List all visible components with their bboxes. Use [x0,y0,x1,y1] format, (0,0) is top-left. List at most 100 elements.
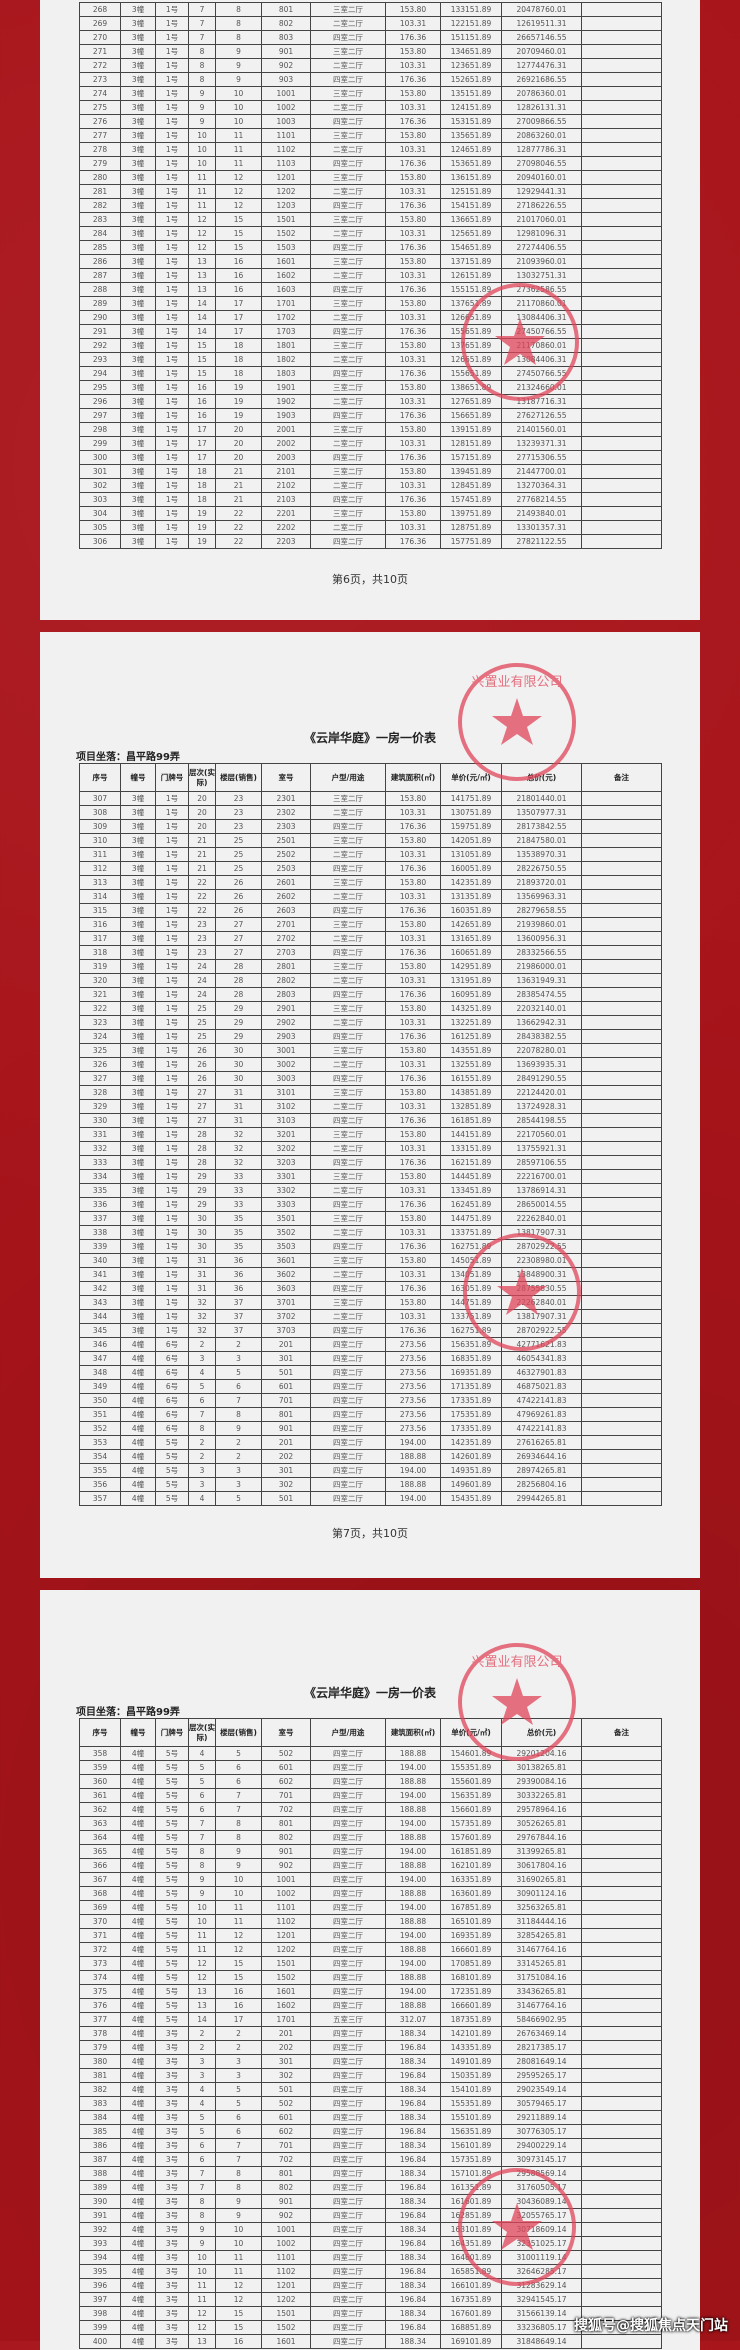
cell-remark [581,2292,662,2307]
cell-unit-price: 162101.89 [440,1858,502,1873]
cell-floor-sales: 36 [215,1281,262,1296]
cell-unit-price: 132251.89 [440,1015,502,1030]
cell-room: 2601 [261,875,311,890]
cell-remark [581,1746,662,1761]
cell-layout: 三室二厅 [310,254,386,269]
cell-unit-price: 161251.89 [440,1029,502,1044]
cell-layout: 四室二厅 [310,1928,386,1943]
cell-door: 1号 [155,1309,189,1324]
cell-floor-sales: 10 [215,2236,262,2251]
cell-floor-actual: 14 [188,296,216,311]
cell-door: 1号 [155,380,189,395]
cell-floor-sales: 27 [215,917,262,932]
cell-seq: 365 [79,1844,121,1859]
cell-layout: 四室二厅 [310,1407,386,1422]
cell-floor-actual: 3 [188,1463,216,1478]
cell-floor-sales: 11 [215,1914,262,1929]
cell-unit-price: 162151.89 [440,1155,502,1170]
cell-unit-price: 145051.89 [440,1253,502,1268]
cell-floor-actual: 11 [188,2292,216,2307]
column-header-layout: 户型/用途 [310,763,386,792]
cell-area: 176.36 [385,534,441,549]
cell-door: 6号 [155,1365,189,1380]
cell-total-price: 22032140.01 [501,1001,582,1016]
cell-seq: 307 [79,791,121,806]
table-row: 354 4幢 5号 2 2 202 四室二厅 188.88 142601.89 26934644.… [79,1449,662,1464]
cell-remark [581,394,662,409]
cell-area: 176.36 [385,1281,441,1296]
cell-remark [581,1211,662,1226]
cell-floor-actual: 9 [188,1872,216,1887]
column-header-remark: 备注 [581,1718,662,1747]
cell-seq: 369 [79,1900,121,1915]
cell-seq: 362 [79,1802,121,1817]
cell-area: 188.88 [385,1970,441,1985]
cell-layout: 四室二厅 [310,1774,386,1789]
cell-door: 1号 [155,959,189,974]
cell-seq: 373 [79,1956,121,1971]
cell-door: 3号 [155,2320,189,2335]
table-row: 357 4幢 5号 4 5 501 四室二厅 194.00 154351.89 29944265.… [79,1491,662,1506]
cell-seq: 381 [79,2068,121,2083]
cell-layout: 四室二厅 [310,1858,386,1873]
cell-layout: 二室二厅 [310,1225,386,1240]
cell-floor-sales: 32 [215,1155,262,1170]
table-row: 373 4幢 5号 12 15 1501 四室二厅 194.00 170851.89 331452… [79,1956,662,1971]
cell-seq: 368 [79,1886,121,1901]
cell-total-price: 13631949.31 [501,973,582,988]
cell-remark [581,226,662,241]
table-row: 387 4幢 3号 6 7 702 四室二厅 196.84 157351.89 30973145.… [79,2152,662,2167]
cell-unit-price: 161551.89 [440,1071,502,1086]
cell-area: 188.88 [385,1942,441,1957]
cell-door: 1号 [155,833,189,848]
cell-area: 153.80 [385,86,441,101]
cell-floor-sales: 22 [215,534,262,549]
cell-door: 5号 [155,1914,189,1929]
cell-building: 4幢 [120,1774,156,1789]
cell-floor-actual: 18 [188,492,216,507]
cell-floor-actual: 31 [188,1267,216,1282]
cell-room: 2903 [261,1029,311,1044]
cell-floor-actual: 8 [188,44,216,59]
cell-seq: 314 [79,889,121,904]
cell-seq: 322 [79,1001,121,1016]
cell-area: 153.80 [385,44,441,59]
cell-seq: 286 [79,254,121,269]
column-header-seq: 序号 [79,1718,121,1747]
cell-floor-actual: 2 [188,1337,216,1352]
cell-area: 103.31 [385,268,441,283]
cell-floor-sales: 21 [215,478,262,493]
table-row: 371 4幢 5号 11 12 1201 四室二厅 194.00 169351.89 328542… [79,1928,662,1943]
cell-unit-price: 132551.89 [440,1057,502,1072]
cell-room: 701 [261,1788,311,1803]
cell-floor-actual: 28 [188,1141,216,1156]
cell-area: 153.80 [385,1295,441,1310]
cell-layout: 四室二厅 [310,945,386,960]
cell-layout: 二室二厅 [310,352,386,367]
cell-building: 4幢 [120,2264,156,2279]
table-row: 362 4幢 5号 6 7 702 四室二厅 188.88 156601.89 29578964.… [79,1802,662,1817]
cell-seq: 318 [79,945,121,960]
cell-building: 4幢 [120,1491,156,1506]
cell-room: 901 [261,1421,311,1436]
cell-door: 5号 [155,1956,189,1971]
cell-total-price: 29767844.16 [501,1830,582,1845]
cell-door: 5号 [155,1942,189,1957]
cell-remark [581,2152,662,2167]
cell-floor-sales: 33 [215,1183,262,1198]
cell-area: 196.84 [385,2096,441,2111]
cell-building: 4幢 [120,2236,156,2251]
cell-layout: 四室二厅 [310,2264,386,2279]
table-row: 323 3幢 1号 25 29 2902 二室二厅 103.31 132251.89 136629… [79,1015,662,1030]
cell-floor-actual: 21 [188,847,216,862]
column-header-door: 门牌号 [155,763,189,792]
cell-door: 1号 [155,973,189,988]
cell-door: 3号 [155,2292,189,2307]
cell-remark [581,338,662,353]
cell-area: 194.00 [385,1872,441,1887]
cell-building: 3幢 [120,819,156,834]
cell-room: 1502 [261,2320,311,2335]
cell-total-price: 29578964.16 [501,1802,582,1817]
cell-door: 1号 [155,1281,189,1296]
cell-layout: 四室二厅 [310,156,386,171]
